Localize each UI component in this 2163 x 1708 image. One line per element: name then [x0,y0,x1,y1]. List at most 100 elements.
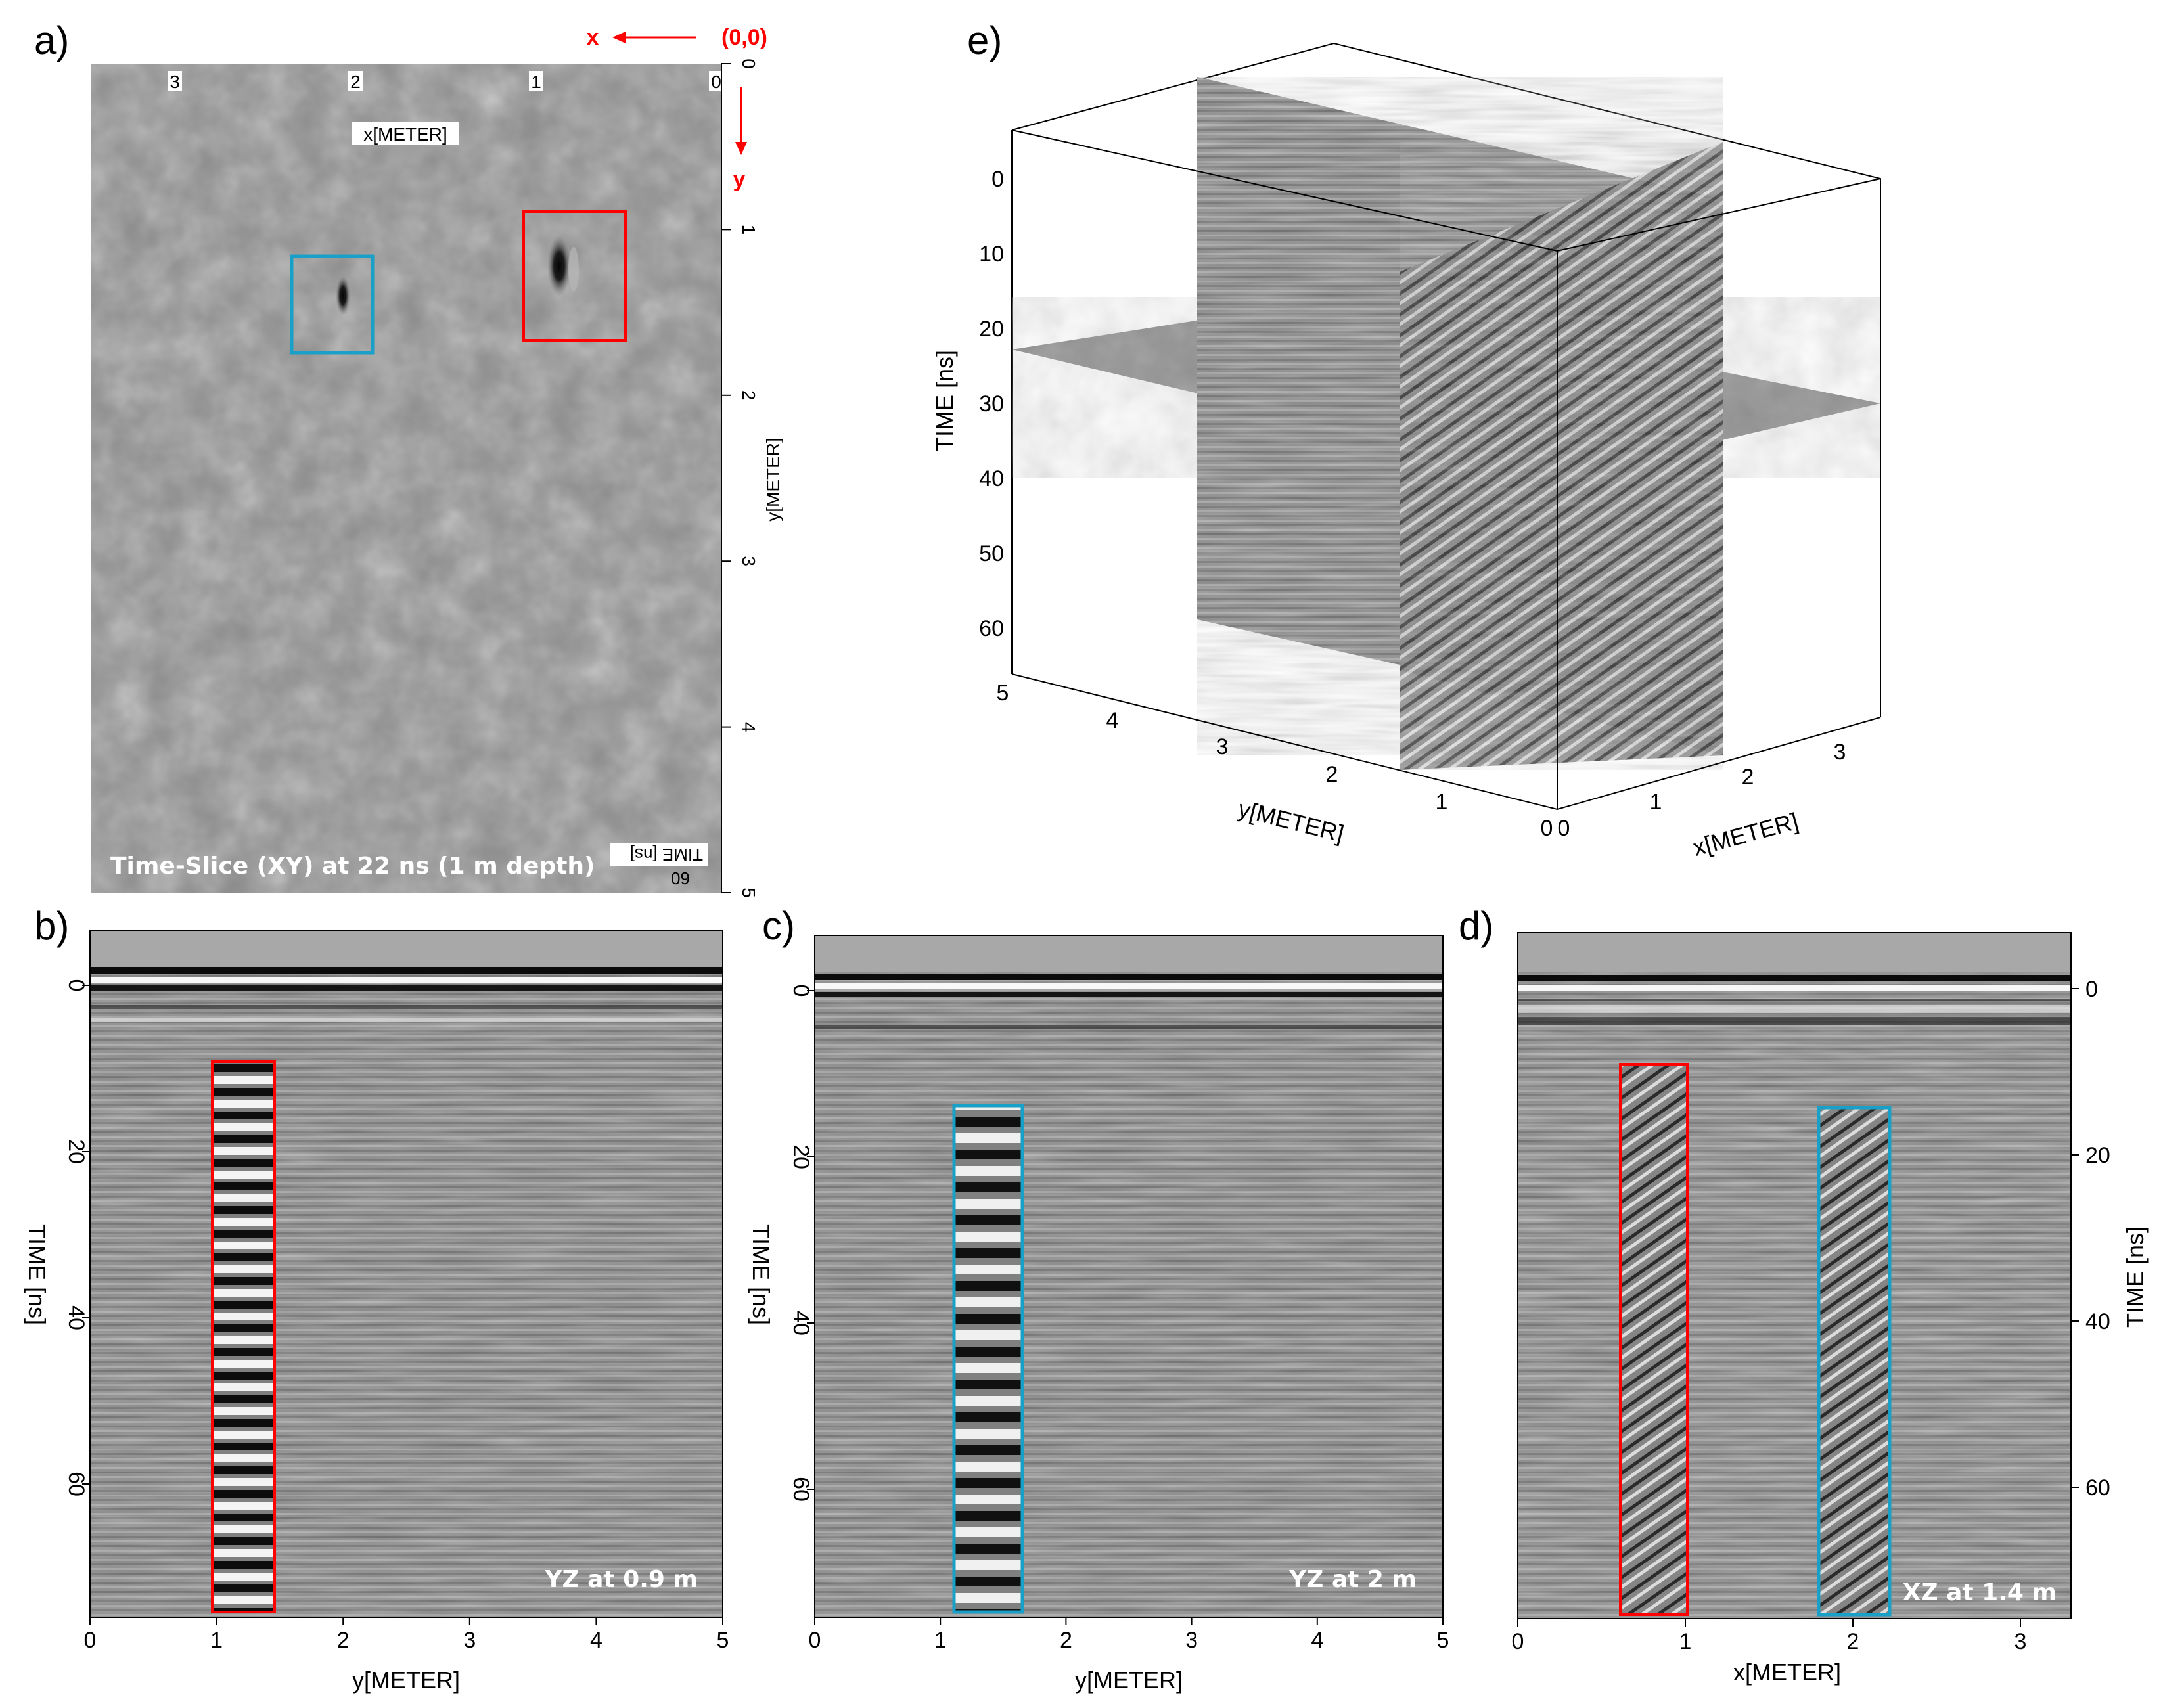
hyperbola-signal-red [1620,1064,1687,1615]
x-tick-bg [168,71,182,91]
hyperbola-signal-red [212,1062,275,1612]
panel-d-x-label: x[METER] [1733,1659,1841,1686]
target-box-blue [290,254,375,355]
air-layer [1518,933,2071,972]
y-tick-label: 1 [739,225,759,235]
y-tick-label: 40 [2085,1309,2110,1334]
y-tick-label: 60 [64,1472,89,1496]
y-tick-label: 0 [739,58,759,69]
x-tick-label: 5 [1437,1628,1449,1653]
hyperbola-signal-blue [954,1106,1022,1612]
y-tick-label: 2 [1326,762,1338,787]
y-tick-label: 4 [1106,708,1119,733]
time-tick-label: 0 [991,167,1004,192]
x-tick-label: 2 [350,72,361,92]
x-tick-label: 5 [717,1628,729,1653]
panel-d-axes: 0 1 2 3 0 20 40 60 [1512,977,2110,1654]
svg-text:60: 60 [671,868,690,888]
panel-a-x-ticks: 3 2 1 0 [168,71,723,92]
time-tick-label: 40 [979,466,1004,491]
panel-a-y-ticks: 0 1 2 3 4 5 [721,58,759,898]
target-box-red [1619,1063,1689,1616]
y-tick-label: 3 [1216,734,1229,759]
panel-a-label: a) [34,18,69,62]
panel-b-label: b) [34,904,69,948]
panel-b-axes: 0 1 2 3 4 5 0 20 40 60 [64,979,729,1653]
x-tick-label: 0 [1558,816,1570,841]
panel-d-caption: XZ at 1.4 m [1903,1579,2057,1606]
y-tick-label: 0 [2085,977,2098,1002]
y-tick-label: 4 [739,722,759,732]
time-tick-label: 10 [979,242,1004,267]
x-tick-label: 0 [1512,1629,1524,1654]
x-tick-label: 0 [711,72,721,92]
x-tick-label: 1 [1679,1629,1692,1654]
x-tick-label: 2 [337,1628,350,1653]
panel-e-label: e) [967,18,1002,62]
svg-text:TIME [ns]: TIME [ns] [630,845,703,865]
x-tick-label: 3 [170,72,180,92]
y-arrowhead-icon [735,142,747,155]
x-tick-label: 3 [1185,1628,1198,1653]
panel-a-y-label: y[METER] [763,438,783,522]
x-tick-label: 1 [934,1628,947,1653]
anomaly-red-target [547,236,571,296]
hyperbola-signal-blue [1819,1108,1890,1615]
x-tick-label: 2 [1742,765,1754,790]
x-tick-label: 0 [84,1628,97,1653]
panel-b: b) 0 1 2 3 4 5 0 20 40 60 y[METER] TIME [ns] YZ a… [24,904,729,1694]
y-tick-label: 3 [739,556,759,566]
y-axis-letter: y [733,167,746,192]
x-tick-bg [529,71,543,91]
y-tick-label: 40 [64,1305,89,1330]
time-tick-label: 30 [979,392,1004,416]
time-tick-label: 50 [979,541,1004,566]
y-tick-label: 60 [2085,1475,2110,1500]
radargram-texture [1518,933,2071,1619]
target-box-blue [1817,1106,1892,1617]
x-tick-bg [348,71,363,91]
panel-a-x-label: x[METER] [363,124,447,145]
y-tick-label: 0 [64,979,89,992]
time-tick-label: 20 [979,317,1004,342]
panel-c: c) 0 1 2 3 4 5 0 20 40 60 y[METER] TIME [ns] YZ a… [748,904,1449,1694]
y-tick-label: 5 [739,888,759,898]
panel-d-y-label: TIME [ns] [2122,1226,2149,1328]
panel-c-label: c) [762,904,795,948]
anomaly-blue-target [336,276,350,315]
x-tick-label: 3 [463,1628,476,1653]
panel-a-caption: Time-Slice (XY) at 22 ns (1 m depth) [110,853,595,880]
panel-a: a) 3 2 1 0 x[METER] 0 1 2 3 4 5 y[METER] (0,0) x… [34,18,783,898]
y-tick-label: 20 [64,1139,89,1164]
x-arrowhead-icon [612,32,626,43]
x-tick-label: 2 [1847,1629,1859,1654]
x-tick-label: 4 [590,1628,603,1653]
x-tick-label: 3 [2015,1629,2027,1654]
panel-b-x-label: y[METER] [352,1667,460,1694]
anomaly-red-halo [568,247,579,292]
time-tick-label: 60 [979,616,1004,641]
y-tick-label: 1 [1436,790,1448,815]
x-tick-label: 1 [1650,790,1662,815]
panel-b-caption: YZ at 0.9 m [544,1566,698,1593]
target-box-blue [952,1104,1024,1614]
air-layer [90,930,723,967]
x-tick-label: 1 [531,72,541,92]
y-tick-label: 0 [788,985,813,997]
time-label-rotated: TIME [ns] 60 [610,843,708,888]
radargram-texture [815,935,1443,1617]
x-tick-label: 1 [210,1628,223,1653]
panel-e-x-label: x[METER] [1690,807,1801,861]
radargram-texture [90,930,723,1617]
panel-c-caption: YZ at 2 m [1288,1566,1417,1593]
origin-label: (0,0) [721,25,767,50]
x-axis-letter: x [587,25,599,50]
x-tick-label: 0 [809,1628,821,1653]
x-tick-bg [709,71,723,91]
x-tick-label: 2 [1060,1628,1072,1653]
target-box-red [211,1060,276,1613]
y-tick-label: 0 [1541,816,1553,841]
